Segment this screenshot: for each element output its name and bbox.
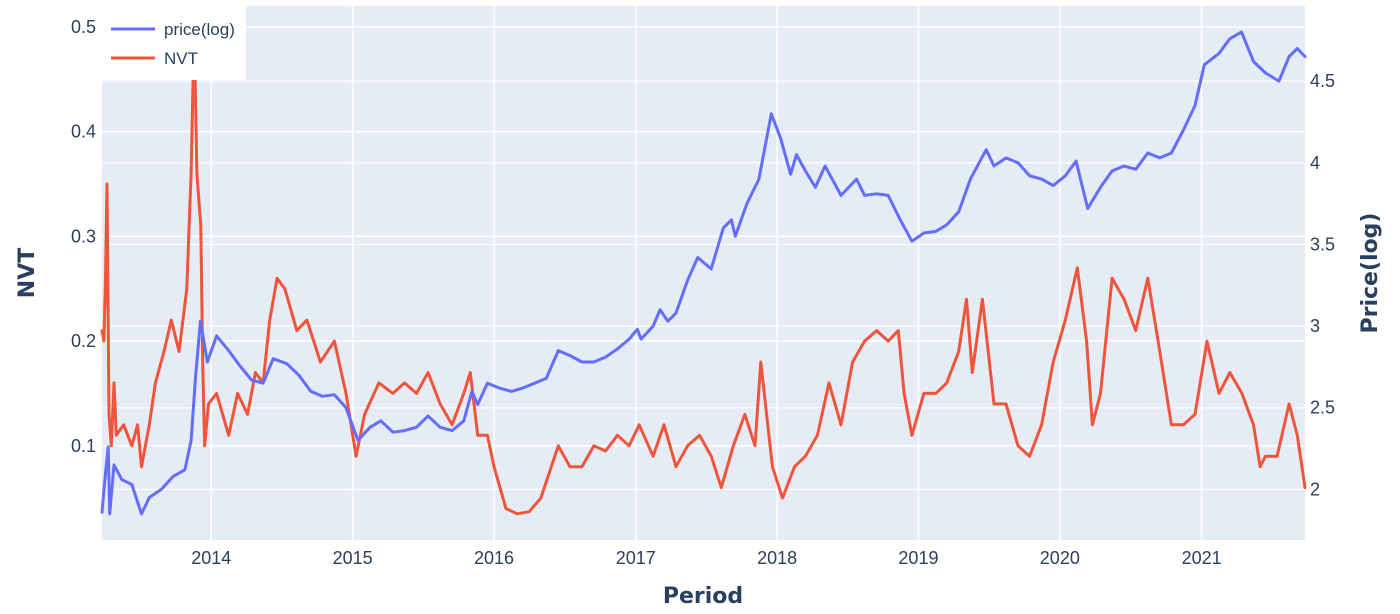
y-right-tick-label: 2.5 xyxy=(1310,398,1335,418)
y-left-tick-label: 0.4 xyxy=(71,122,96,142)
legend-label-nvt[interactable]: NVT xyxy=(164,49,198,68)
price-log-line xyxy=(100,30,1307,516)
tick-labels: 2014 2015 2016 2017 2018 2019 2020 2021 0.1 0.2 0.… xyxy=(71,17,1335,568)
x-tick-label: 2017 xyxy=(616,548,656,568)
y-right-tick-label: 4.5 xyxy=(1310,71,1335,91)
x-tick-label: 2015 xyxy=(333,548,373,568)
y-left-axis-title: NVT xyxy=(15,248,40,298)
y-left-tick-label: 0.5 xyxy=(71,17,96,37)
y-right-tick-label: 4 xyxy=(1310,153,1320,173)
legend[interactable]: price(log) NVT xyxy=(102,6,246,80)
x-axis-title: Period xyxy=(663,584,743,609)
series-lines xyxy=(100,25,1307,516)
x-tick-label: 2021 xyxy=(1182,548,1222,568)
y-right-tick-label: 2 xyxy=(1310,479,1320,499)
y-right-tick-label: 3 xyxy=(1310,316,1320,336)
y-left-tick-label: 0.2 xyxy=(71,331,96,351)
x-tick-label: 2020 xyxy=(1040,548,1080,568)
x-tick-label: 2014 xyxy=(191,548,231,568)
legend-background xyxy=(102,6,246,80)
x-tick-label: 2019 xyxy=(898,548,938,568)
plot-background xyxy=(102,6,1305,540)
y-left-tick-label: 0.1 xyxy=(71,436,96,456)
x-tick-label: 2018 xyxy=(757,548,797,568)
y-right-axis-title: Price(log) xyxy=(1358,213,1383,334)
y-left-tick-label: 0.3 xyxy=(71,226,96,246)
grid-lines xyxy=(102,6,1305,540)
legend-label-price[interactable]: price(log) xyxy=(164,20,235,39)
y-right-tick-label: 3.5 xyxy=(1310,234,1335,254)
nvt-line xyxy=(100,25,1307,516)
x-tick-label: 2016 xyxy=(474,548,514,568)
